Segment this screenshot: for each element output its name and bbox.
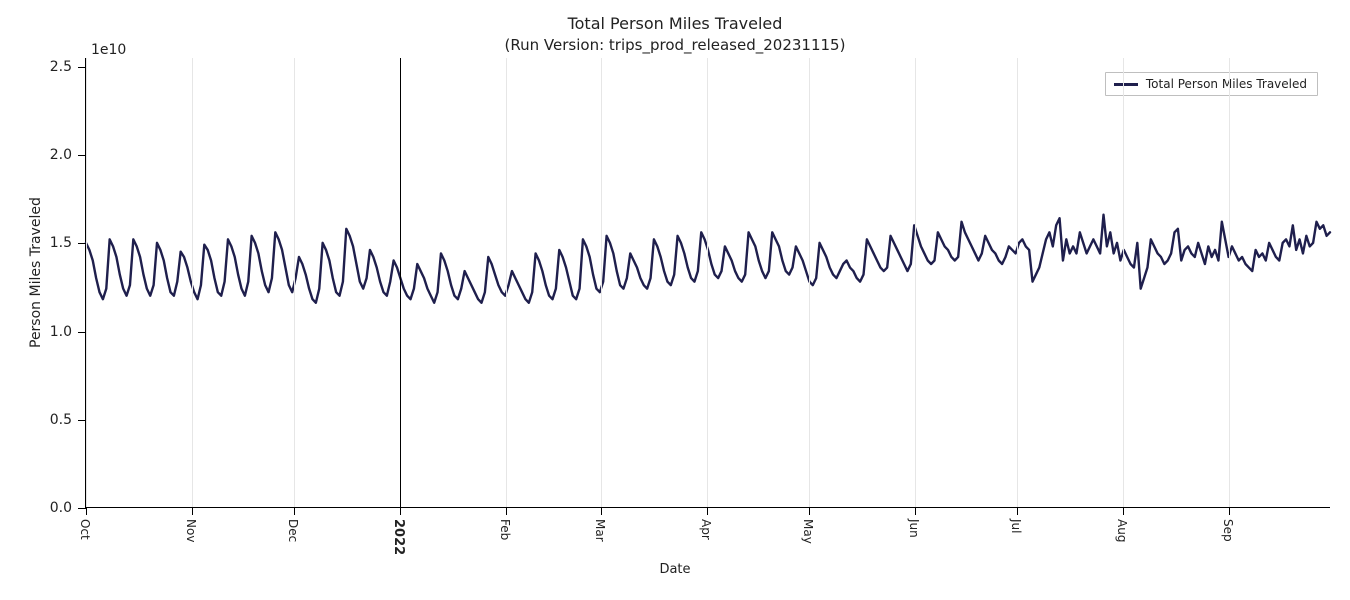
- plot-area: Total Person Miles Traveled 0.00.51.01.5…: [85, 58, 1330, 508]
- gridline: [400, 58, 401, 507]
- x-tick: Oct: [78, 519, 92, 540]
- line-series: [86, 58, 1330, 507]
- y-tick: 1.5: [50, 235, 86, 251]
- x-tick: Feb: [498, 519, 512, 540]
- x-tick: Sep: [1221, 519, 1235, 542]
- x-tick: Jul: [1009, 519, 1023, 533]
- series-line: [86, 215, 1330, 303]
- x-tick: Jun: [907, 519, 921, 538]
- x-tick: Aug: [1115, 519, 1129, 542]
- y-axis-label: Person Miles Traveled: [28, 197, 44, 348]
- legend: Total Person Miles Traveled: [1105, 72, 1318, 96]
- x-axis-label: Date: [0, 562, 1350, 577]
- y-tick: 1.0: [50, 324, 86, 340]
- gridline: [294, 58, 295, 507]
- x-tick: Nov: [184, 519, 198, 542]
- gridline: [601, 58, 602, 507]
- x-tick: 2022: [391, 519, 406, 555]
- gridline: [506, 58, 507, 507]
- gridline: [1123, 58, 1124, 507]
- gridline: [86, 58, 87, 507]
- y-tick: 2.5: [50, 59, 86, 75]
- gridline: [1229, 58, 1230, 507]
- x-tick: Apr: [699, 519, 713, 540]
- gridline: [192, 58, 193, 507]
- y-exponent-label: 1e10: [91, 42, 126, 58]
- gridline: [809, 58, 810, 507]
- gridline: [707, 58, 708, 507]
- y-tick: 2.0: [50, 147, 86, 163]
- x-tick: Dec: [286, 519, 300, 542]
- chart-container: Total Person Miles Traveled (Run Version…: [0, 0, 1350, 600]
- y-tick: 0.0: [50, 500, 86, 516]
- gridline: [1017, 58, 1018, 507]
- legend-swatch: [1114, 83, 1138, 86]
- y-tick: 0.5: [50, 412, 86, 428]
- gridline: [915, 58, 916, 507]
- x-tick: May: [801, 519, 815, 544]
- chart-title: Total Person Miles Traveled: [0, 14, 1350, 33]
- x-tick: Mar: [593, 519, 607, 542]
- chart-subtitle: (Run Version: trips_prod_released_202311…: [0, 36, 1350, 54]
- legend-label: Total Person Miles Traveled: [1146, 77, 1307, 91]
